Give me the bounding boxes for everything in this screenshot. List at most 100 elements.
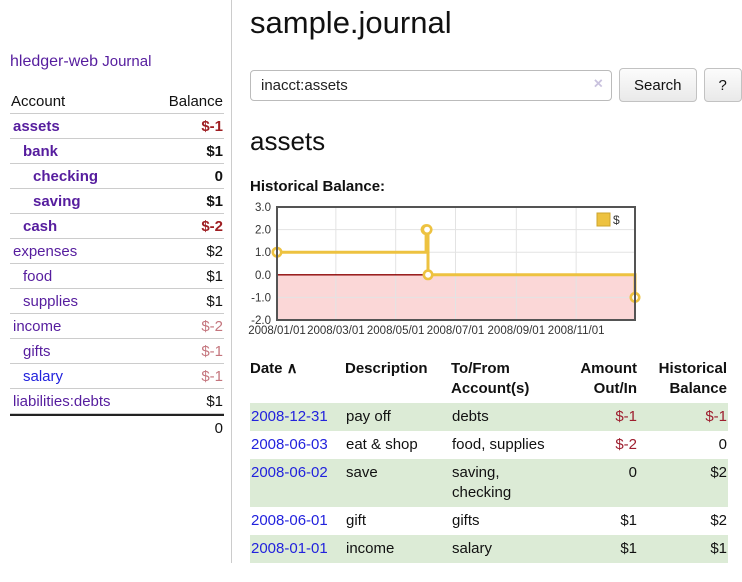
header-line: Account(s)	[451, 380, 530, 397]
account-row: expenses $2	[10, 239, 224, 264]
legend-swatch	[596, 212, 611, 227]
y-tick-label: -1.0	[251, 292, 271, 304]
account-row: income $-2	[10, 314, 224, 339]
account-row: food $1	[10, 264, 224, 289]
account-row: checking 0	[10, 164, 224, 189]
account-balance: $1	[206, 193, 223, 210]
transaction-description: pay off	[345, 403, 451, 431]
y-tick-label: 1.0	[255, 247, 271, 259]
account-row: bank $1	[10, 139, 224, 164]
transaction-date-cell: 2008-12-31	[250, 403, 345, 431]
accounts-header-balance: Balance	[168, 93, 223, 110]
x-tick-label: 2008/11/01	[548, 325, 605, 337]
clear-search-icon[interactable]: ×	[593, 75, 603, 93]
help-button[interactable]: ?	[703, 68, 742, 102]
header-line: Description	[345, 360, 428, 377]
transaction-amount: $1	[556, 535, 638, 563]
transaction-balance: 0	[718, 436, 727, 453]
x-tick-label: 2008/07/01	[427, 325, 485, 337]
transaction-date-link[interactable]: 2008-06-02	[251, 464, 328, 481]
account-title: assets	[250, 126, 326, 156]
search-input[interactable]	[250, 69, 612, 101]
account-row: cash $-2	[10, 214, 224, 239]
transaction-date-cell: 2008-01-01	[250, 535, 345, 563]
brand-link[interactable]: hledger-web	[10, 53, 99, 70]
header-line: Balance	[669, 380, 727, 397]
search-row: × Search ?	[250, 68, 742, 102]
account-balance: $-1	[201, 343, 223, 360]
transaction-date-link[interactable]: 2008-06-03	[251, 436, 328, 453]
register-header-description: Description	[345, 357, 451, 403]
account-balance: $2	[206, 243, 223, 260]
transaction-row: 2008-06-01 gift gifts $1 $2	[250, 507, 728, 535]
account-balance: 0	[214, 168, 223, 185]
x-tick-label: 2008/09/01	[488, 325, 546, 337]
transaction-balance: $2	[638, 459, 728, 507]
account-row: assets $-1	[10, 114, 224, 139]
transaction-description: gift	[346, 512, 367, 529]
historical-balance-chart: $3.0 2.0 1.0 0.0 -1.0 -2.0 2008/01/01 2008/03/0…	[245, 201, 742, 343]
header-line: Historical	[658, 360, 727, 377]
sort-asc-icon: ∧	[282, 360, 298, 377]
y-tick-label: 2.0	[255, 225, 271, 237]
accounts-total-row: 0	[10, 414, 224, 440]
transaction-amount: $-2	[615, 436, 637, 453]
search-box: ×	[250, 69, 612, 101]
header-line: To/From	[451, 360, 510, 377]
sidebar-account-expenses[interactable]: expenses	[13, 243, 78, 260]
transaction-accounts: debts	[451, 403, 556, 431]
transaction-date-link[interactable]: 2008-06-01	[251, 512, 328, 529]
sidebar-account-liabilities-debts[interactable]: liabilities:debts	[13, 393, 111, 410]
transaction-balance: $1	[638, 535, 728, 563]
sidebar-account-saving[interactable]: saving	[33, 193, 81, 210]
search-button[interactable]: Search	[619, 68, 697, 102]
account-row: saving $1	[10, 189, 224, 214]
transaction-row: 2008-06-03 eat & shop food, supplies $-2 0	[250, 431, 728, 459]
account-row: liabilities:debts $1	[10, 389, 224, 414]
sidebar-account-checking[interactable]: checking	[33, 168, 99, 185]
sidebar-account-cash[interactable]: cash	[23, 218, 58, 235]
x-tick-label: 2008/03/01	[307, 325, 365, 337]
sidebar: hledger-web Journal Account Balance asse…	[0, 0, 232, 563]
plot-border	[276, 206, 636, 321]
account-row: gifts $-1	[10, 339, 224, 364]
sidebar-item-journal[interactable]: Journal	[102, 53, 152, 70]
legend-label: $	[613, 213, 620, 227]
transaction-date-link[interactable]: 2008-12-31	[251, 408, 328, 425]
register-header-balance: Historical Balance	[638, 357, 728, 403]
sidebar-account-income[interactable]: income	[13, 318, 62, 335]
account-balance: $1	[206, 268, 223, 285]
y-tick-label: 0.0	[255, 270, 271, 282]
header-line: Date ∧	[250, 360, 298, 377]
main-content: sample.journal × Search ? assets Histori…	[232, 0, 742, 563]
transaction-description: save	[345, 459, 451, 507]
sidebar-account-supplies[interactable]: supplies	[23, 293, 79, 310]
register-header-amount: Amount Out/In	[556, 357, 638, 403]
account-balance: $-2	[201, 318, 223, 335]
sidebar-account-salary[interactable]: salary	[23, 368, 64, 385]
transaction-row: 2008-06-02 save saving, checking 0 $2	[250, 459, 728, 507]
sidebar-account-assets[interactable]: assets	[13, 118, 60, 135]
account-balance: $1	[206, 393, 223, 410]
account-row: supplies $1	[10, 289, 224, 314]
transaction-description: eat & shop	[346, 436, 418, 453]
account-balance: $1	[206, 293, 223, 310]
sidebar-account-bank[interactable]: bank	[23, 143, 59, 160]
data-point	[421, 224, 433, 236]
sidebar-account-food[interactable]: food	[23, 268, 53, 285]
register-table-head: Date ∧ Description To/From Account(s) Amount…	[250, 357, 728, 403]
account-balance: $-1	[201, 368, 223, 385]
chart-title: Historical Balance:	[250, 178, 386, 195]
transaction-date-link[interactable]: 2008-01-01	[251, 540, 328, 557]
transaction-amount: $-1	[556, 403, 638, 431]
x-tick-label: 2008/05/01	[367, 325, 425, 337]
accounts-header-account: Account	[11, 93, 66, 110]
transaction-accounts: salary	[451, 535, 556, 563]
sidebar-account-gifts[interactable]: gifts	[23, 343, 51, 360]
transaction-accounts: gifts	[452, 512, 480, 529]
transaction-date-cell: 2008-06-01	[250, 507, 345, 535]
account-row: salary $-1	[10, 364, 224, 389]
register-header-date[interactable]: Date ∧	[250, 357, 345, 403]
transaction-accounts: food, supplies	[452, 436, 545, 453]
